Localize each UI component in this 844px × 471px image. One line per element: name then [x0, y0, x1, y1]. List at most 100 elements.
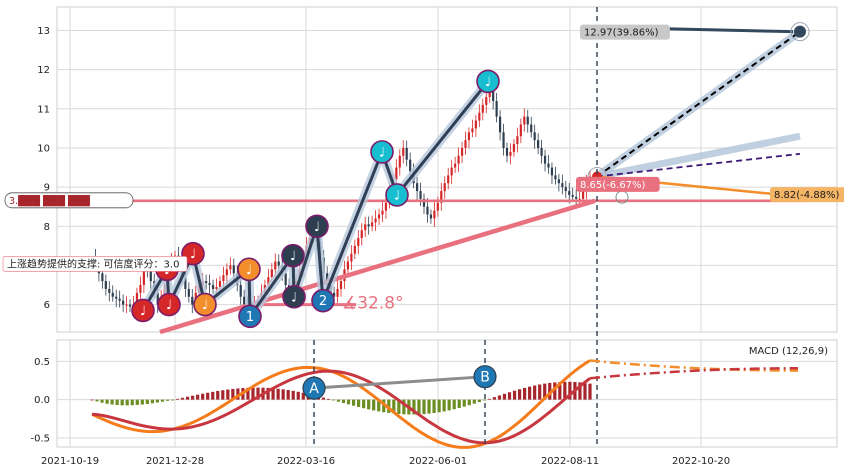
macd-hist-bar [165, 399, 170, 401]
candle-body [405, 147, 408, 160]
candle-body [211, 285, 215, 289]
pattern-marker [370, 140, 394, 164]
macd-hist-bar [296, 391, 300, 400]
macd-hist-bar [196, 394, 200, 400]
macd-hist-bar [346, 399, 351, 405]
x-tick-label: 2022-03-16 [277, 456, 335, 467]
macd-hist-bar [422, 399, 426, 415]
candle-body [478, 112, 481, 121]
macd-hist-bar [588, 383, 592, 400]
x-tick-label: 2022-08-11 [541, 456, 599, 467]
macd-hist-bar [115, 399, 119, 406]
macd-hist-bar [517, 389, 522, 400]
candle-body [128, 304, 132, 307]
macd-hist-bar [351, 399, 356, 406]
signal-line [91, 369, 591, 445]
axis-labels: 678910111213-0.50.00.52021-10-192021-12-… [30, 26, 730, 467]
macd-hist-bar [216, 390, 220, 400]
macd-hist-bar [291, 390, 295, 400]
candle-body [111, 292, 114, 297]
macd-y-tick: 0.0 [34, 395, 50, 406]
macd-hist-bar [377, 399, 381, 412]
candle-body [135, 292, 139, 305]
pattern-marker [305, 214, 329, 239]
x-tick-label: 2021-12-28 [146, 456, 204, 467]
macd-hist-bar [553, 382, 557, 400]
candle-body [225, 269, 228, 276]
macd-hist-bar [427, 399, 431, 414]
macd-hist-bar [120, 399, 124, 406]
pattern-marker [282, 284, 306, 309]
candle-body [187, 288, 190, 297]
macd-hist-bar [512, 390, 517, 400]
candle-body [557, 179, 560, 184]
pattern-marker-label: ♩ [291, 290, 297, 305]
candle-body [450, 167, 453, 176]
candle-body [537, 140, 540, 148]
macd-y-tick: -0.5 [30, 433, 50, 444]
candle-body [457, 155, 460, 164]
macd-marker [473, 365, 497, 389]
candle-body [284, 273, 287, 286]
candle-body [422, 198, 426, 207]
x-tick-label: 2022-10-20 [672, 456, 730, 467]
candle-body [336, 288, 339, 297]
macd-hist-bar [271, 388, 275, 400]
pattern-marker [181, 241, 205, 266]
pattern-marker [281, 243, 305, 268]
macd-hist-bar [170, 399, 175, 401]
candle-body [346, 261, 350, 270]
pattern-overlays: ♩♩♩♩♩♩1♩♩♩2♩♩♩ [8, 7, 810, 447]
candle-body [509, 151, 512, 156]
trend-angle-label: ∡32.8° [342, 294, 404, 314]
signal-projection [589, 367, 799, 380]
candle-body [523, 116, 526, 125]
macd-hist-bar [266, 387, 270, 400]
candle-body [398, 155, 401, 168]
macd-hist-bar [201, 393, 205, 400]
macd-hist-bar [160, 399, 165, 402]
macd-indicator: AB [90, 340, 799, 449]
candle-body [505, 147, 509, 156]
macd-hist-bar [457, 399, 461, 408]
pattern-marker [237, 257, 261, 282]
macd-hist-bar [467, 399, 471, 406]
pattern-marker-label: ♩ [190, 247, 196, 262]
macd-hist-bar [281, 389, 285, 400]
candle-body [267, 277, 270, 286]
candle-body [533, 132, 536, 141]
pattern-marker [238, 304, 262, 329]
macd-hist-bar [402, 399, 406, 415]
candle-body [409, 159, 412, 172]
macd-hist-bar [477, 399, 481, 403]
candle-body [101, 273, 104, 282]
macd-hist-bar [140, 399, 144, 405]
macd-hist-bar [231, 388, 235, 400]
support-left-badge-bg [4, 192, 134, 209]
projection-purple [596, 152, 801, 178]
candle-body [360, 230, 363, 239]
macd-hist-bar [180, 397, 185, 400]
candle-body [115, 296, 118, 299]
macd-hist-bar [357, 399, 361, 407]
candle-body [350, 253, 353, 262]
pattern-marker [193, 292, 217, 317]
candle-body [277, 261, 280, 266]
macd-marker [302, 376, 326, 400]
macd-hist-bar [95, 399, 99, 402]
candle-body [495, 100, 498, 117]
pattern-marker [311, 288, 335, 313]
candle-body [243, 296, 246, 305]
price-panel-frame [56, 6, 838, 333]
candle-body [530, 124, 533, 133]
macd-hist-bar [150, 399, 154, 404]
pattern-marker [131, 298, 155, 323]
macd-hist-bar [392, 399, 396, 414]
candle-body [367, 224, 370, 227]
macd-hist-bar [236, 388, 240, 400]
pattern-marker-label: ♩ [394, 188, 400, 203]
candle-body [512, 144, 516, 152]
macd-hist-bar [442, 399, 446, 412]
macd-hist-bar [372, 399, 376, 411]
macd-hist-bar [412, 399, 416, 415]
